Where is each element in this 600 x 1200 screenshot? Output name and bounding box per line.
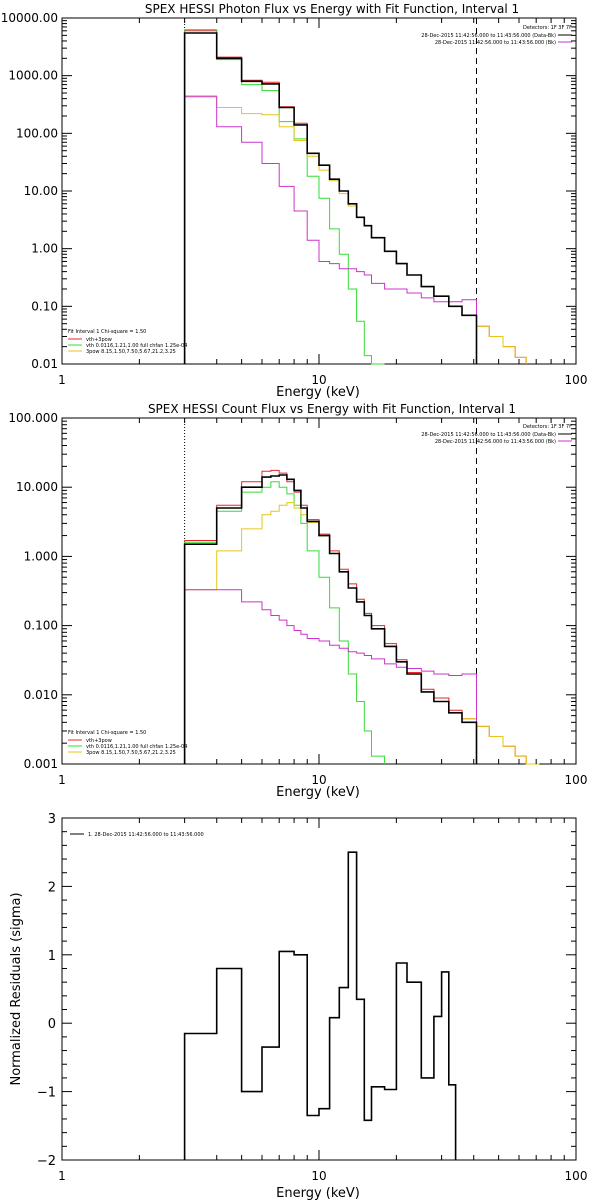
y-tick-label: 2 [48,880,56,895]
y-tick-label: 10.000 [16,480,58,494]
x-tick-label: 100 [565,773,588,787]
x-tick-label: 10 [311,373,326,387]
y-tick-label: 0.010 [24,688,58,702]
x-tick-label: 1 [58,1169,66,1183]
x-tick-label: 10 [311,773,326,787]
photon-series-group [183,18,527,365]
x-tick-label: 100 [565,1169,588,1183]
legend-entry: 3pow 8.15,1.50,7.50,5.67,21.2,3.25 [86,349,176,355]
residuals-series-group [183,851,457,1160]
y-tick-label: 0.100 [24,619,58,633]
3pow-series-line [184,502,540,765]
data-series-line [183,851,457,1160]
y-tick-label: 1.000 [24,549,58,563]
y-tick-label: −1 [37,1086,56,1101]
legend-entry: vth 0.0116,1.21,1.00 full chfan 1.25e-04 [86,744,187,750]
photon-x-axis-label: Energy (keV) [276,385,360,400]
y-tick-label: 0.10 [31,299,58,313]
count-detectors-label: Detectors: 1F 3F 7F [523,424,572,430]
legend-entry: vth+3pow [86,337,112,343]
residuals-legend: 1. 28-Dec-2015 11:42:56.000 to 11:43:56.… [70,832,204,838]
photon-fit-heading: Fit Interval 1 Chi-square = 1.50 [68,329,146,335]
x-tick-label: 1 [58,773,66,787]
photon-chart-title: SPEX HESSI Photon Flux vs Energy with Fi… [145,2,519,16]
count-flux-chart: SPEX HESSI Count Flux vs Energy with Fit… [8,402,587,800]
bk-series-line [184,589,477,764]
y-tick-label: 100.000 [8,411,58,425]
vth-3pow-series-line [184,469,540,765]
photon-fit-legend: Fit Interval 1 Chi-square = 1.50 vth+3po… [68,329,187,355]
y-tick-label: 0.001 [24,757,58,771]
photon-detectors-label: Detectors: 1F 3F 7F [523,25,572,31]
residuals-y-axis-label: Normalized Residuals (sigma) [9,892,24,1085]
count-chart-title: SPEX HESSI Count Flux vs Energy with Fit… [148,402,516,416]
residuals-x-axis-label: Energy (keV) [276,1186,360,1200]
y-tick-label: 1.00 [31,242,58,256]
y-tick-label: −2 [37,1154,56,1169]
legend-entry: vth 0.0116,1.21,1.00 full chfan 1.25e-04 [86,343,187,349]
photon-flux-chart: SPEX HESSI Photon Flux vs Energy with Fi… [1,2,588,400]
count-header-line: 28-Dec-2015 11:42:56.000 to 11:43:56.000… [421,432,556,438]
y-tick-label: 10.00 [24,184,58,198]
count-fit-heading: Fit Interval 1 Chi-square = 1.50 [68,730,146,736]
bk-series-line [184,96,477,364]
vth-3pow-series-line [184,30,527,364]
y-tick-label: 0 [48,1017,56,1032]
count-header-line: 28-Dec-2015 11:42:56.000 to 11:43:56.000… [435,439,556,445]
count-axes: 1 10 100 100.000 10.000 1.000 0.100 0.010 0.001 [8,411,587,787]
y-tick-label: 3 [48,812,56,827]
photon-axes: 1 10 100 10000.00 1000.00 100.00 10.00 1.00 0.10… [1,11,588,387]
data-series-line [183,474,478,764]
photon-header-line: 28-Dec-2015 11:42:56.000 to 11:43:56.000… [435,40,556,46]
legend-entry: vth+3pow [86,738,112,744]
x-tick-label: 10 [311,1169,326,1183]
count-plot-frame [61,417,577,765]
photon-header-legend: 28-Dec-2015 11:42:56.000 to 11:43:56.000… [421,33,572,46]
count-x-axis-label: Energy (keV) [276,785,360,800]
y-tick-label: 1 [48,949,56,964]
legend-entry: 3pow 8.15,1.50,7.50,5.67,21.2,3.25 [86,750,176,756]
photon-header-line: 28-Dec-2015 11:42:56.000 to 11:43:56.000… [421,33,556,39]
x-tick-label: 1 [58,373,66,387]
count-series-group [183,418,540,765]
y-tick-label: 0.01 [31,357,58,371]
vth-series-line [184,29,385,365]
x-tick-label: 100 [565,373,588,387]
residuals-chart: 1. 28-Dec-2015 11:42:56.000 to 11:43:56.… [9,812,588,1200]
count-fit-legend: Fit Interval 1 Chi-square = 1.50 vth+3po… [68,730,187,756]
vth-series-line [184,481,386,764]
3pow-series-line [184,95,527,364]
data-series-line [183,32,478,364]
y-tick-label: 1000.00 [8,69,58,83]
y-tick-label: 100.00 [16,126,58,140]
y-tick-label: 10000.00 [1,11,58,25]
legend-entry: 1. 28-Dec-2015 11:42:56.000 to 11:43:56.… [88,832,204,838]
count-header-legend: 28-Dec-2015 11:42:56.000 to 11:43:56.000… [421,432,572,445]
